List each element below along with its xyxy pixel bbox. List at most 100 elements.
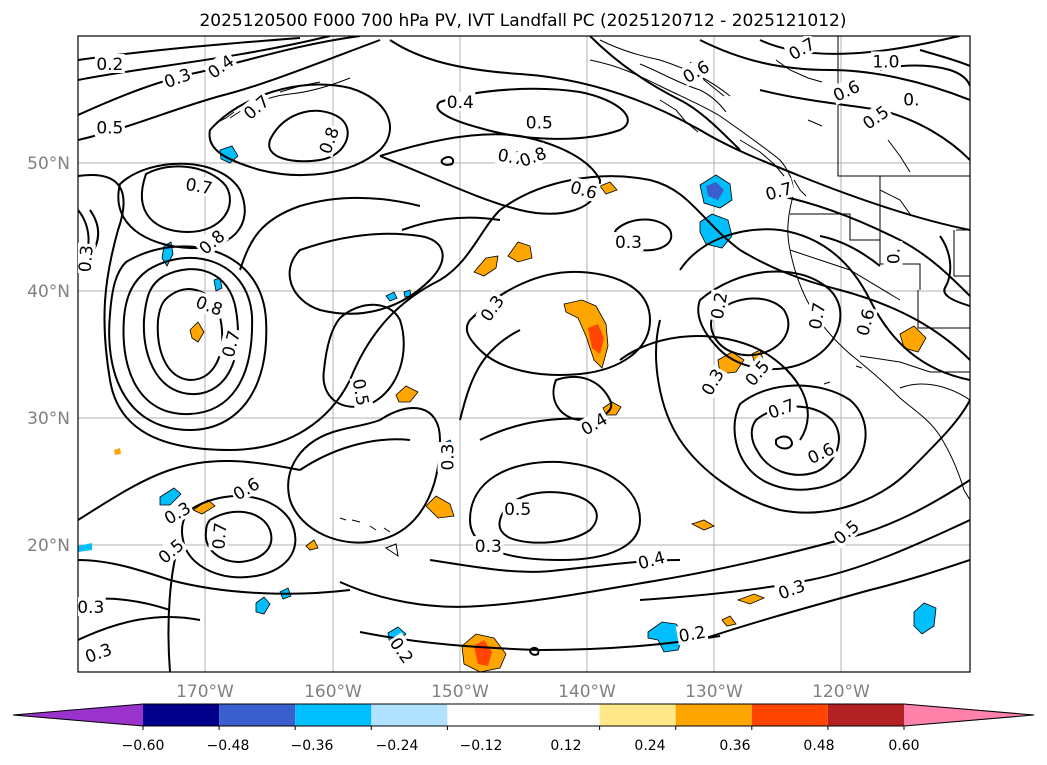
contour-label-bg — [78, 242, 96, 275]
contour-label-bg — [774, 574, 809, 603]
lon-label-170W: 170°W — [176, 682, 234, 702]
map-frame — [77, 35, 971, 673]
contour-label-bg — [159, 63, 195, 92]
anomaly-blob-positive — [690, 519, 715, 531]
contour-label-bg — [739, 355, 774, 391]
contour-label: 0.5 — [348, 377, 372, 407]
contour-label-bg — [385, 632, 419, 668]
contour-label: 0.5 — [96, 119, 123, 139]
contour-label: 0.5 — [526, 113, 553, 133]
colorbar-bin — [447, 704, 600, 726]
anomaly-blob-negative — [255, 596, 271, 615]
contour-label-bg — [217, 326, 244, 361]
colorbar-tick-label: 0.12 — [550, 738, 581, 754]
colorbar-ticks: −0.60 −0.48 −0.36 −0.24 −0.12 0.12 0.24 … — [122, 738, 920, 754]
colorbar-bin — [219, 704, 296, 726]
contour-label-bg — [851, 305, 879, 340]
anomaly-blob-positive — [599, 181, 618, 195]
colorbar-tick-label: 0.36 — [719, 738, 750, 754]
contour-label-bg — [182, 173, 216, 198]
colorbar-bin — [827, 704, 904, 726]
shaded-anomalies — [78, 145, 937, 672]
contour-label-bg — [473, 536, 504, 556]
anomaly-blob-positive — [395, 385, 419, 403]
lon-label-160W: 160°W — [304, 682, 362, 702]
lon-label-150W: 150°W — [431, 682, 489, 702]
contour-label-bg — [228, 472, 264, 505]
contour-label-bg — [828, 75, 864, 106]
colorbar — [12, 703, 1035, 730]
contour-label: 0.2 — [96, 55, 123, 75]
lat-label-20N: 20°N — [27, 536, 70, 556]
colorbar-tick-label: −0.60 — [122, 738, 165, 754]
contour-label-bg — [437, 442, 457, 473]
anomaly-blob-positive — [473, 255, 499, 277]
colorbar-tick-label: −0.24 — [376, 738, 419, 754]
contour-label-bg — [78, 597, 106, 617]
contour-label-bg — [803, 437, 839, 468]
plot-title: 2025120500 F000 700 hPa PV, IVT Landfall… — [199, 11, 846, 31]
anomaly-blob-positive — [114, 448, 121, 455]
anomaly-blob-positive — [507, 241, 533, 263]
contour-label-bg — [678, 55, 714, 87]
contour-label-bg — [761, 177, 796, 204]
contour-label-bg — [515, 142, 551, 171]
contour-label-bg — [883, 241, 903, 272]
contour-label-bg — [613, 232, 644, 252]
contour-label: 0.7 — [806, 301, 830, 331]
contour-label-bg — [870, 51, 901, 71]
contour-label-bg — [706, 289, 731, 322]
contour-label-bg — [208, 520, 230, 552]
lat-label-30N: 30°N — [27, 409, 70, 429]
contour-label-bg — [475, 290, 509, 326]
contour-label: 0.3 — [615, 233, 642, 253]
contour-label-bg — [80, 638, 116, 667]
anomaly-blob-negative — [647, 621, 685, 653]
latitude-labels: 50°N 40°N 30°N 20°N — [27, 154, 70, 556]
colorbar-tick-label: 0.48 — [803, 738, 834, 754]
map-area — [78, 36, 970, 672]
contour-label: 0. — [885, 248, 905, 264]
anomaly-core-negative — [706, 182, 724, 200]
colorbar-bin — [751, 704, 828, 726]
anomaly-blob-negative — [219, 145, 239, 164]
colorbar-extend-max — [904, 704, 1034, 726]
colorbar-tick-label: −0.48 — [207, 738, 250, 754]
colorbar-tick-label: −0.36 — [291, 738, 334, 754]
contour-label-bg — [524, 112, 555, 132]
anomaly-blob-negative — [159, 487, 182, 506]
lon-label-130W: 130°W — [685, 682, 743, 702]
anomaly-blob-positive — [305, 539, 319, 551]
anomaly-blob-positive — [189, 321, 205, 343]
anomaly-blob-positive — [721, 615, 737, 627]
contour-label-bg — [634, 546, 669, 573]
contour-label: 0.7 — [209, 522, 231, 551]
contour-label-bg — [783, 36, 820, 65]
anomaly-blob-positive — [736, 593, 766, 605]
anomaly-core-positive — [588, 324, 604, 354]
colorbar-bin — [371, 704, 448, 726]
anomaly-blob-negative — [78, 543, 92, 552]
lat-label-50N: 50°N — [27, 154, 70, 174]
colorbar-bin — [295, 704, 372, 726]
contour-label: 0.2 — [708, 291, 732, 321]
contour-label-bg — [349, 375, 374, 409]
contour-label: 0.5 — [504, 500, 531, 520]
lon-label-120W: 120°W — [812, 682, 870, 702]
contour-label-bg — [804, 299, 829, 333]
contour-label-bg — [193, 224, 230, 259]
anomaly-blob-negative — [913, 602, 937, 635]
contour-label-bg — [238, 89, 274, 124]
longitude-labels: 170°W 160°W 150°W 140°W 130°W 120°W — [176, 682, 870, 702]
contour-label: 0.3 — [77, 598, 104, 618]
contour-label-bg — [567, 176, 601, 203]
contour-label: 0.3 — [439, 444, 459, 471]
lat-label-40N: 40°N — [27, 282, 70, 302]
contour-label-bg — [576, 407, 612, 440]
contour-label-bg — [502, 499, 533, 519]
contour-label-bg — [153, 533, 189, 568]
contour-label: 0.2 — [677, 623, 707, 647]
contour-label: 1.0 — [872, 52, 899, 72]
contour-label-bg — [675, 621, 709, 646]
colorbar-tick-label: 0.60 — [888, 738, 919, 754]
